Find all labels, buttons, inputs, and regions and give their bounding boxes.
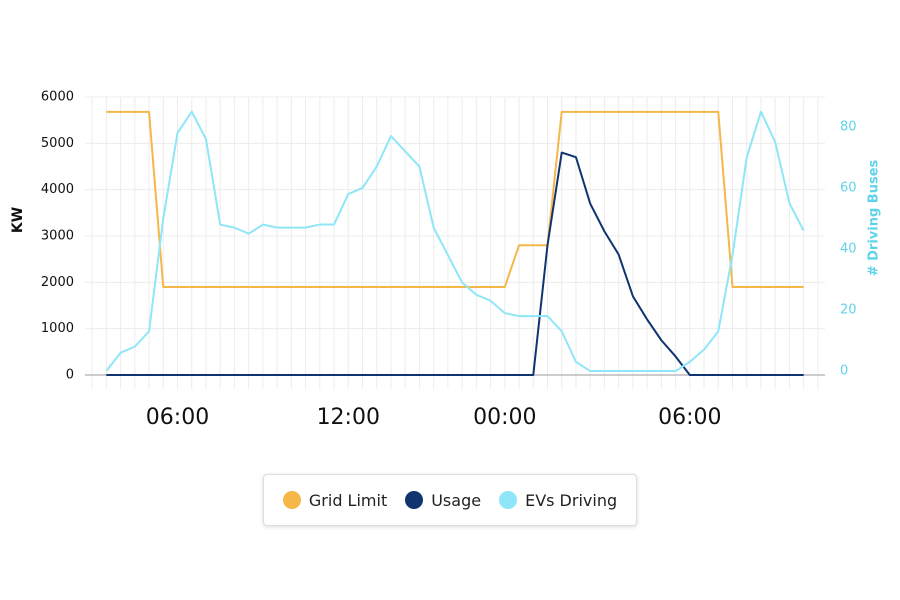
series-line [105,110,805,373]
legend-label: Grid Limit [308,490,388,510]
y2-tick-label: 60 [840,180,857,195]
legend-item[interactable]: Usage [405,491,481,510]
y-axis-label: KW [10,207,26,233]
x-tick-label: 06:00 [658,405,721,430]
legend: Grid Limit Usage EVs Driving [263,474,637,526]
legend-swatch [499,491,518,509]
legend-label: EVs Driving [525,490,618,510]
y2-tick-label: 20 [840,303,857,318]
y2-tick-label: 0 [840,364,848,379]
y-tick-label: 2000 [41,275,74,290]
legend-item[interactable]: EVs Driving [499,491,617,510]
y-tick-label: 3000 [41,229,74,244]
legend-swatch [282,491,301,509]
y2-tick-label: 40 [840,241,857,256]
legend-swatch [405,491,424,509]
legend-label: Usage [431,490,482,510]
chart: KW # Driving Buses 0 1000 2000 3000 4000 5000… [10,90,882,431]
y2-tick-label: 80 [840,119,857,134]
x-tick-label: 12:00 [317,405,380,430]
legend-item[interactable]: Grid Limit [282,490,388,510]
series-line [106,151,804,376]
y-tick-label: 1000 [41,321,74,336]
x-tick-label: 06:00 [146,405,209,430]
y-tick-label: 4000 [41,182,74,197]
x-tick-label: 00:00 [473,405,536,430]
y-tick-label: 5000 [41,136,74,151]
y2-axis-label: # Driving Buses [867,159,882,276]
y-tick-label: 0 [66,368,74,383]
series-line [106,110,804,288]
y-tick-label: 6000 [41,90,74,105]
